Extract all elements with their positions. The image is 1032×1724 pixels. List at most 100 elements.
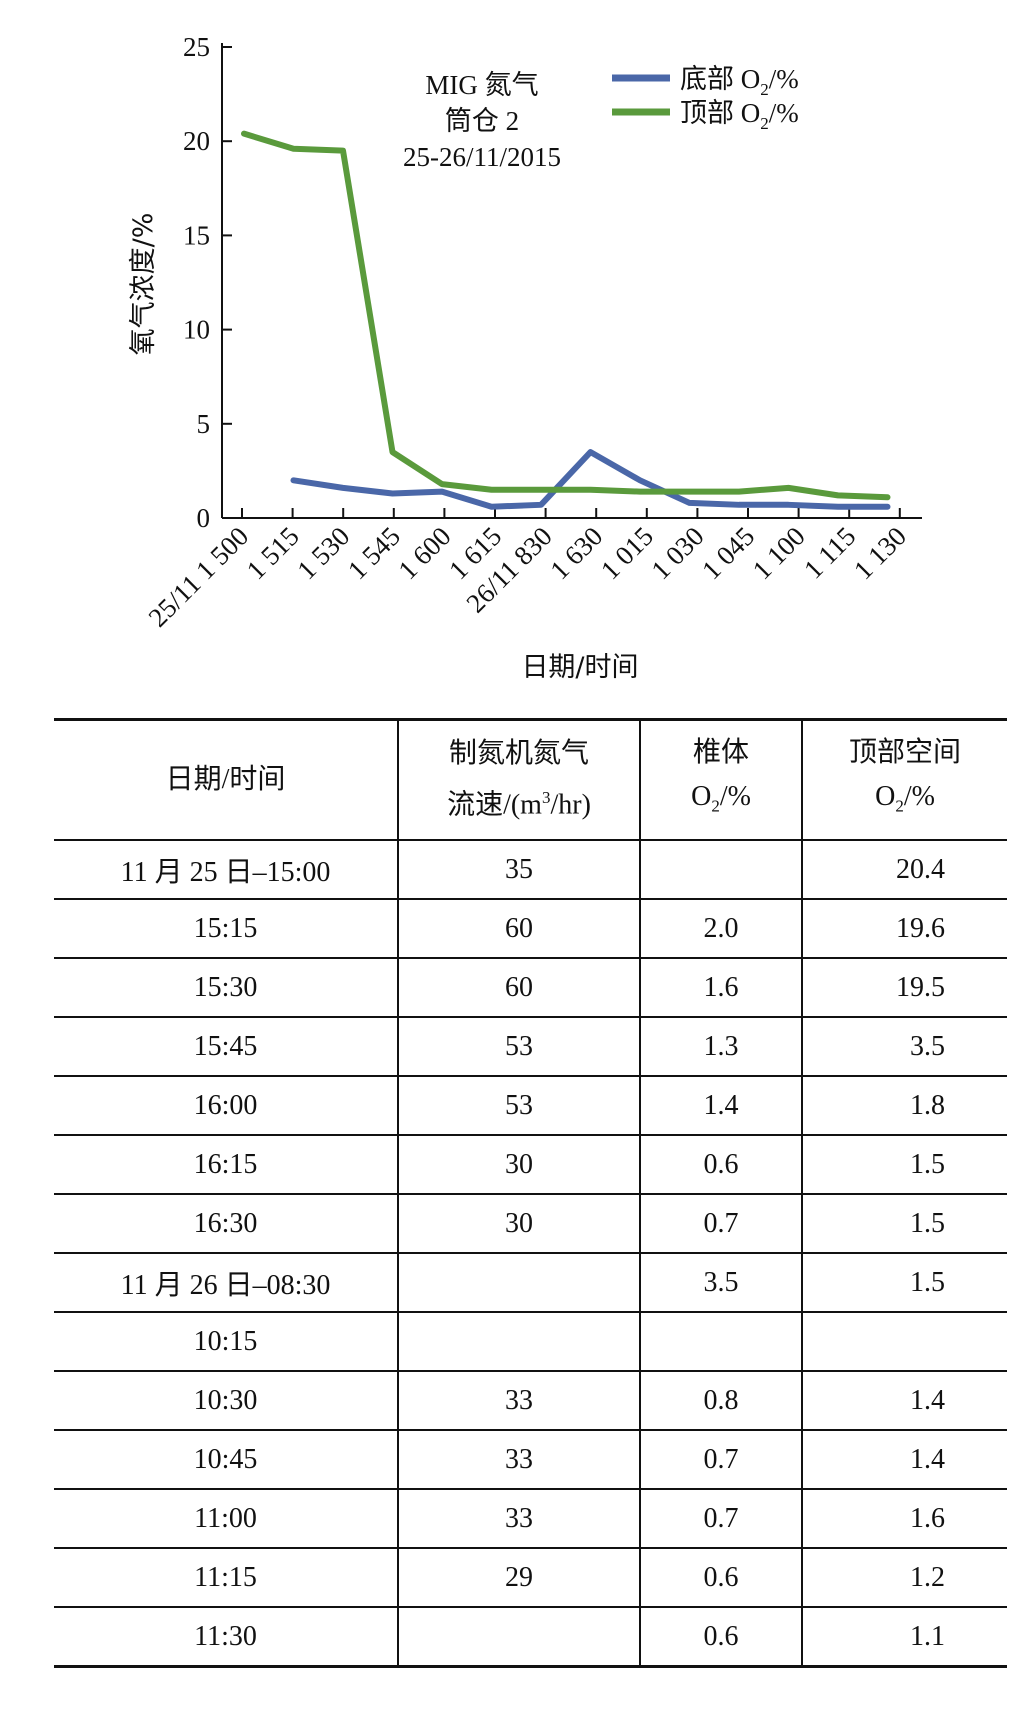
- legend-entry: 顶部 O2/%: [680, 98, 799, 133]
- y-tick-label: 15: [183, 220, 210, 250]
- cell-datetime: 11 月 25 日–15:00: [54, 839, 399, 900]
- cell-headspace-o2: 1.2: [801, 1547, 1007, 1608]
- cell-nitrogen-flow: 60: [397, 898, 641, 959]
- y-tick-label: 25: [183, 32, 210, 62]
- cell-headspace-o2: 3.5: [801, 1016, 1007, 1077]
- cell-headspace-o2: 1.4: [801, 1429, 1007, 1490]
- cell-datetime: 11:00: [54, 1488, 399, 1549]
- header-cone-o2-line1: 椎体: [692, 737, 749, 769]
- cell-cone-o2: 0.7: [639, 1488, 803, 1549]
- data-point: [440, 489, 444, 494]
- data-point: [836, 504, 840, 509]
- y-axis-label: 氧气浓度/%: [128, 213, 159, 356]
- x-axis-label: 日期/时间: [521, 652, 638, 683]
- cell-cone-o2: 1.6: [639, 957, 803, 1018]
- data-point: [489, 487, 494, 492]
- table-row: 10:15: [54, 1311, 1007, 1372]
- data-point: [291, 146, 296, 151]
- table-row: 16:15 30 0.6 1.5: [54, 1134, 1007, 1195]
- data-point: [390, 450, 395, 455]
- x-tick-label: 1 630: [544, 521, 608, 585]
- data-point: [341, 148, 345, 153]
- data-point: [737, 502, 741, 507]
- header-headspace-o2-line1: 顶部空间: [848, 737, 961, 769]
- data-point: [885, 495, 890, 500]
- data-point: [341, 485, 345, 490]
- cell-headspace-o2: 1.5: [801, 1134, 1007, 1195]
- x-tick-label: 1 515: [241, 521, 305, 585]
- cell-nitrogen-flow: 60: [397, 957, 641, 1018]
- cell-cone-o2: 0.6: [639, 1547, 803, 1608]
- cell-headspace-o2: 1.4: [801, 1370, 1007, 1431]
- data-point: [539, 487, 543, 492]
- chart-title-line: 筒仓 2: [445, 106, 519, 136]
- x-tick-label: 1 015: [595, 521, 659, 585]
- table-row: 11:15 29 0.6 1.2: [54, 1547, 1007, 1608]
- cell-datetime: 10:30: [54, 1370, 399, 1431]
- cell-headspace-o2: 19.5: [801, 957, 1007, 1018]
- cell-cone-o2: 0.7: [639, 1429, 803, 1490]
- cell-datetime: 16:30: [54, 1193, 399, 1254]
- data-point: [440, 482, 444, 487]
- cell-nitrogen-flow: 30: [397, 1193, 641, 1254]
- cell-datetime: 15:15: [54, 898, 399, 959]
- cell-nitrogen-flow: 53: [397, 1016, 641, 1077]
- data-point: [588, 487, 593, 492]
- table-row: 16:30 30 0.7 1.5: [54, 1193, 1007, 1254]
- cell-headspace-o2: 1.5: [801, 1252, 1007, 1313]
- table-row: 11 月 26 日–08:30 3.5 1.5: [54, 1252, 1007, 1313]
- x-tick-label: 1 130: [848, 521, 912, 585]
- data-point: [786, 485, 791, 490]
- y-tick-label: 20: [183, 126, 210, 156]
- cell-headspace-o2: 19.6: [801, 898, 1007, 959]
- data-point: [539, 502, 543, 507]
- header-nitrogen-flow-line2: 流速/(m3/hr): [447, 788, 591, 821]
- y-tick-label: 0: [197, 503, 211, 533]
- header-datetime-label: 日期/时间: [165, 764, 286, 795]
- table-row: 15:15 60 2.0 19.6: [54, 898, 1007, 959]
- series-line-top-o2: [241, 130, 891, 501]
- cell-headspace-o2: 20.4: [801, 839, 1007, 900]
- cell-nitrogen-flow: 29: [397, 1547, 641, 1608]
- cell-datetime: 11:15: [54, 1547, 399, 1608]
- header-nitrogen-flow-line1: 制氮机氮气: [448, 738, 589, 770]
- cell-cone-o2: 0.8: [639, 1370, 803, 1431]
- header-cone-o2-line2: O2/%: [691, 781, 751, 816]
- cell-cone-o2: 0.7: [639, 1193, 803, 1254]
- cell-nitrogen-flow: 35: [397, 839, 641, 900]
- cell-datetime: 11:30: [54, 1606, 399, 1667]
- table-row: 10:30 33 0.8 1.4: [54, 1370, 1007, 1431]
- data-point: [489, 504, 494, 509]
- x-tick-label: 1 045: [696, 521, 760, 585]
- header-headspace-o2-line2: O2/%: [875, 781, 935, 816]
- table-row: 11:00 33 0.7 1.6: [54, 1488, 1007, 1549]
- cell-nitrogen-flow: 33: [397, 1370, 641, 1431]
- header-headspace-o2: 顶部空间 O2/%: [801, 719, 1007, 841]
- x-tick-label: 1 100: [747, 521, 811, 585]
- data-point: [836, 493, 840, 498]
- cell-nitrogen-flow: 33: [397, 1429, 641, 1490]
- x-tick-label: 1 530: [291, 521, 355, 585]
- cell-nitrogen-flow: [397, 1252, 641, 1313]
- data-point: [687, 500, 692, 505]
- cell-cone-o2: 3.5: [639, 1252, 803, 1313]
- series-line-bottom-o2: [290, 449, 891, 510]
- cell-cone-o2: 0.6: [639, 1134, 803, 1195]
- chart-title-line: 25-26/11/2015: [403, 142, 561, 172]
- x-tick-label: 1 115: [798, 521, 861, 584]
- cell-datetime: 15:30: [54, 957, 399, 1018]
- cell-datetime: 16:15: [54, 1134, 399, 1195]
- header-nitrogen-flow: 制氮机氮气 流速/(m3/hr): [397, 719, 641, 841]
- chart-title-line: MIG 氮气: [425, 70, 538, 100]
- data-point: [638, 478, 642, 483]
- data-point: [390, 491, 395, 496]
- y-tick-label: 5: [197, 409, 211, 439]
- header-cone-o2: 椎体 O2/%: [639, 719, 803, 841]
- cell-headspace-o2: 1.5: [801, 1193, 1007, 1254]
- cell-headspace-o2: [801, 1311, 1007, 1372]
- table-row: 15:45 53 1.3 3.5: [54, 1016, 1007, 1077]
- cell-datetime: 11 月 26 日–08:30: [54, 1252, 399, 1313]
- cell-nitrogen-flow: 53: [397, 1075, 641, 1136]
- cell-nitrogen-flow: 33: [397, 1488, 641, 1549]
